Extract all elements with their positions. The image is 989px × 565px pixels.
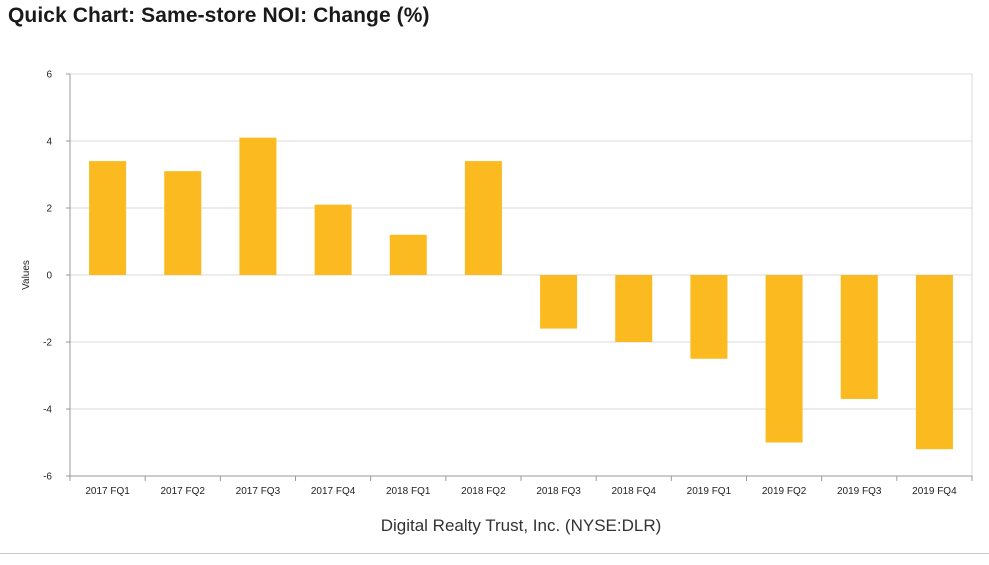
x-tick-label: 2017 FQ1 (85, 486, 130, 497)
bars (89, 137, 953, 450)
bar (690, 275, 728, 359)
bar (239, 137, 277, 275)
bar (89, 161, 127, 275)
bar (765, 275, 803, 443)
x-tick-label: 2018 FQ1 (386, 486, 431, 497)
y-tick-label: 2 (46, 204, 52, 215)
x-tick-label: 2019 FQ3 (837, 486, 882, 497)
x-axis-label: Digital Realty Trust, Inc. (NYSE:DLR) (381, 516, 662, 535)
x-tick-label: 2018 FQ4 (612, 486, 657, 497)
bar (164, 171, 202, 275)
bar (389, 234, 427, 275)
x-tick-label: 2018 FQ2 (461, 486, 506, 497)
plot-frame (66, 73, 973, 481)
y-tick-label: 4 (46, 137, 52, 148)
y-axis-label: Values (21, 260, 32, 290)
y-tick-labels: 6 4 2 0 -2 -4 -6 (43, 70, 52, 483)
x-tick-label: 2019 FQ2 (762, 486, 807, 497)
x-tick-label: 2019 FQ4 (912, 486, 957, 497)
x-tick-label: 2017 FQ3 (236, 486, 281, 497)
y-tick-label: -2 (43, 338, 52, 349)
y-tick-label: 6 (46, 70, 52, 81)
x-tick-labels: 2017 FQ1 2017 FQ2 2017 FQ3 2017 FQ4 2018 FQ1… (85, 486, 957, 497)
x-tick-label: 2018 FQ3 (536, 486, 581, 497)
bar (464, 161, 502, 275)
bar (840, 275, 878, 399)
y-tick-label: -6 (43, 472, 52, 483)
x-tick-label: 2019 FQ1 (687, 486, 732, 497)
bar (314, 204, 352, 275)
x-tick-label: 2017 FQ2 (161, 486, 206, 497)
bar (615, 275, 653, 342)
grid-lines (70, 73, 972, 477)
bar (540, 275, 578, 329)
y-tick-label: 0 (46, 271, 52, 282)
bar (915, 275, 953, 450)
y-tick-label: -4 (43, 405, 52, 416)
bottom-divider (0, 553, 989, 554)
chart-title: Quick Chart: Same-store NOI: Change (%) (8, 4, 430, 27)
x-tick-label: 2017 FQ4 (311, 486, 356, 497)
